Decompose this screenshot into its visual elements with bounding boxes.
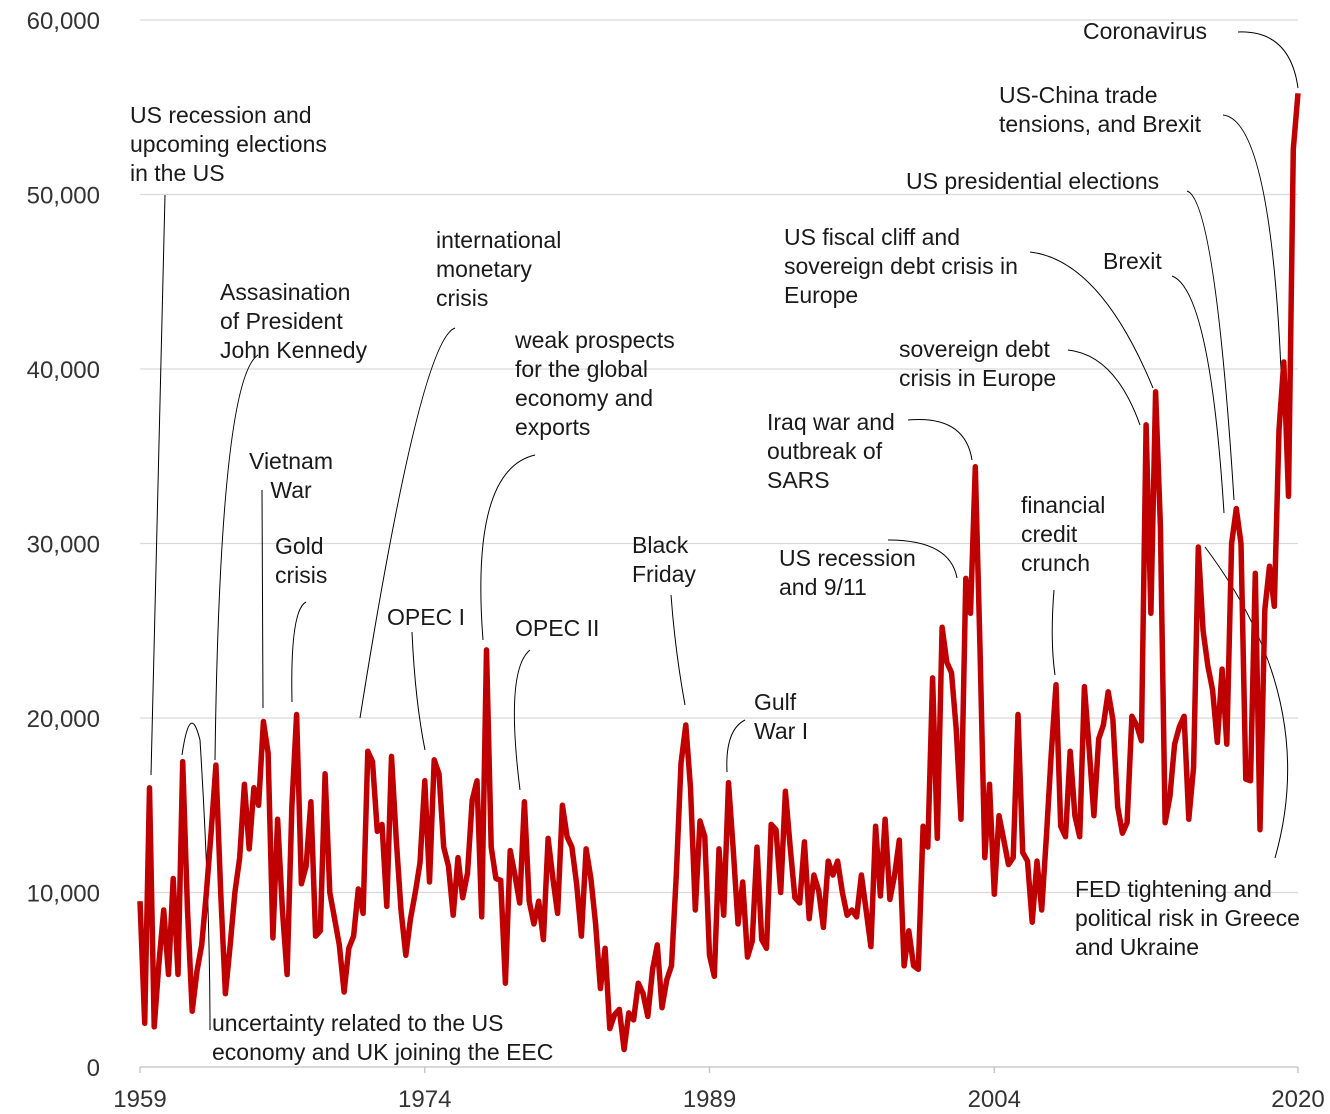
annotation: US recession	[779, 545, 916, 571]
annotation: crunch	[1021, 550, 1090, 576]
annotation-leader	[1237, 31, 1299, 89]
annotation: sovereign debt crisis in	[784, 253, 1018, 279]
annotation: Brexit	[1103, 248, 1162, 274]
annotation: exports	[515, 414, 590, 440]
annotation: outbreak of	[767, 438, 883, 464]
y-tick-label: 20,000	[27, 706, 100, 733]
annotation: uncertainty related to the US	[212, 1010, 504, 1036]
annotation-leader	[214, 354, 259, 761]
annotation: Gold	[275, 533, 324, 559]
annotation: of President	[220, 308, 343, 334]
annotation-leader	[291, 601, 307, 703]
annotation: and Ukraine	[1075, 934, 1199, 960]
x-tick-label: 2004	[968, 1086, 1021, 1113]
x-tick-label: 2020	[1271, 1086, 1324, 1113]
annotation: sovereign debt	[899, 336, 1050, 362]
annotation-leader	[1051, 589, 1056, 676]
annotation: US recession and	[130, 102, 312, 128]
annotation: Friday	[632, 561, 696, 587]
annotation-leader	[1171, 275, 1225, 514]
annotation: Black	[632, 532, 689, 558]
annotation-leader	[181, 722, 211, 1031]
annotation: tensions, and Brexit	[999, 111, 1202, 137]
annotation: Iraq war and	[767, 409, 895, 435]
annotation-leader	[887, 539, 958, 579]
annotation: Gulf	[754, 689, 797, 715]
x-tick-label: 1989	[683, 1086, 736, 1113]
annotation-leader	[480, 454, 536, 641]
annotation-leader	[1029, 251, 1154, 389]
annotation: FED tightening and	[1075, 876, 1272, 902]
annotation: economy and	[515, 385, 653, 411]
y-tick-label: 40,000	[27, 357, 100, 384]
annotation-leader	[1067, 349, 1141, 426]
annotation-leader	[1186, 190, 1235, 501]
annotation-leader	[359, 327, 456, 719]
annotation-leader	[261, 489, 264, 709]
annotation-leader	[726, 719, 746, 773]
y-tick-label: 50,000	[27, 183, 100, 210]
annotation: crisis	[275, 562, 327, 588]
y-tick-label: 30,000	[27, 532, 100, 559]
annotation: credit	[1021, 521, 1078, 547]
data-line	[137, 93, 1301, 1053]
annotation-leader	[670, 594, 686, 706]
annotation: crisis	[436, 285, 488, 311]
annotation: for the global	[515, 356, 648, 382]
annotation-leader	[150, 194, 166, 776]
annotation: US presidential elections	[906, 168, 1159, 194]
y-tick-label: 0	[87, 1055, 100, 1082]
y-tick-label: 10,000	[27, 881, 100, 908]
annotation: crisis in Europe	[899, 365, 1056, 391]
annotation: US fiscal cliff and	[784, 224, 960, 250]
annotation: War	[270, 477, 312, 503]
annotation: OPEC I	[387, 604, 465, 630]
annotation-leader	[907, 419, 973, 461]
annotation: John Kennedy	[220, 337, 368, 363]
annotation-leader	[411, 631, 426, 751]
annotation: SARS	[767, 467, 830, 493]
annotation: War I	[754, 718, 808, 744]
annotation: financial	[1021, 492, 1105, 518]
annotation: weak prospects	[514, 327, 675, 353]
annotation-leader	[1222, 114, 1282, 371]
annotation: monetary	[436, 256, 532, 282]
annotation: upcoming elections	[130, 131, 327, 157]
annotation-leader	[513, 649, 531, 791]
annotation: Assasination	[220, 279, 350, 305]
x-tick-label: 1959	[113, 1086, 166, 1113]
annotation: Europe	[784, 282, 858, 308]
annotation: and 9/11	[779, 574, 867, 600]
annotation: in the US	[130, 160, 225, 186]
annotation: OPEC II	[515, 615, 599, 641]
y-tick-label: 60,000	[27, 8, 100, 35]
annotation: US-China trade	[999, 82, 1158, 108]
annotation: economy and UK joining the EEC	[212, 1039, 553, 1065]
annotation: Coronavirus	[1083, 18, 1207, 44]
x-tick-label: 1974	[398, 1086, 451, 1113]
annotation: Vietnam	[249, 448, 333, 474]
annotation: international	[436, 227, 561, 253]
annotation: political risk in Greece	[1075, 905, 1300, 931]
